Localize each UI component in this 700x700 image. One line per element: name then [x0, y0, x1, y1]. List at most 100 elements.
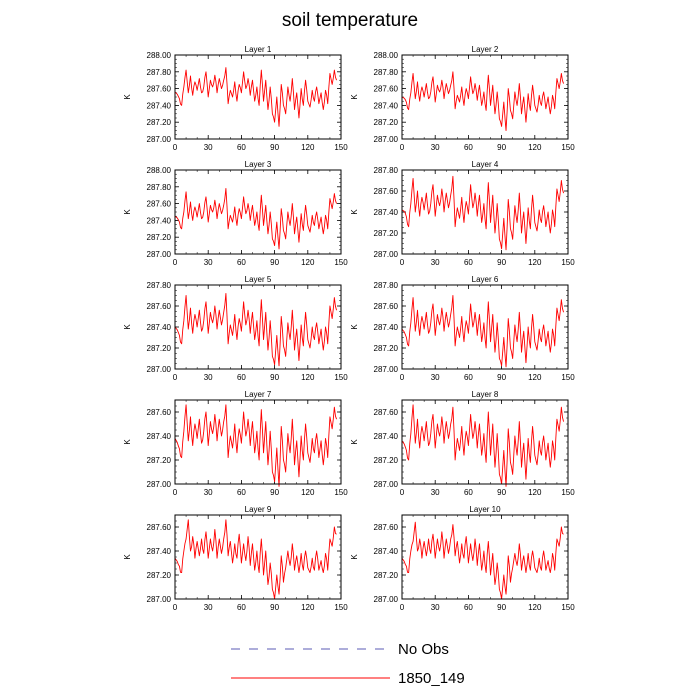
panel-title: Layer 1 [245, 45, 272, 54]
legend-label-2: 1850_149 [398, 670, 465, 687]
y-tick-label: 288.00 [147, 166, 172, 175]
x-tick-label: 0 [400, 373, 405, 382]
x-tick-label: 60 [464, 488, 473, 497]
plot-frame [174, 514, 342, 600]
plot-frame [401, 169, 569, 255]
y-tick-label: 287.20 [374, 229, 399, 238]
x-tick-label: 150 [561, 258, 575, 267]
x-tick-label: 120 [528, 488, 542, 497]
y-tick-label: 287.20 [147, 344, 172, 353]
x-tick-label: 120 [301, 373, 315, 382]
y-tick-label: 287.20 [147, 456, 172, 465]
x-tick-label: 0 [173, 488, 178, 497]
x-tick-label: 120 [301, 258, 315, 267]
x-tick-label: 90 [270, 373, 279, 382]
x-tick-label: 60 [464, 258, 473, 267]
panel-title: Layer 5 [245, 275, 272, 284]
y-tick-label: 288.00 [147, 51, 172, 60]
y-axis-label: K [350, 554, 359, 560]
y-tick-label: 287.00 [374, 250, 399, 259]
y-tick-label: 287.80 [374, 166, 399, 175]
y-tick-label: 287.40 [147, 216, 172, 225]
x-tick-label: 30 [431, 603, 440, 612]
y-tick-label: 287.40 [374, 547, 399, 556]
x-tick-label: 150 [334, 603, 348, 612]
y-tick-label: 287.60 [147, 302, 172, 311]
x-tick-label: 90 [270, 488, 279, 497]
panel-title: Layer 9 [245, 505, 272, 514]
series-line-1850-149 [174, 188, 337, 250]
series-line-1850-149 [174, 519, 337, 600]
y-tick-label: 287.20 [147, 571, 172, 580]
x-tick-label: 150 [561, 488, 575, 497]
panel-layer-7: Layer 7 K 287.00 287.20 287.40 287.60 0 30 60 90 1… [123, 390, 348, 497]
x-tick-label: 60 [464, 143, 473, 152]
x-tick-label: 150 [561, 143, 575, 152]
plot-frame [174, 284, 342, 370]
x-tick-label: 150 [561, 373, 575, 382]
x-tick-label: 30 [204, 488, 213, 497]
plot-frame [174, 399, 342, 485]
y-tick-label: 287.60 [374, 408, 399, 417]
y-axis-label: K [350, 94, 359, 100]
y-axis-label: K [123, 324, 132, 330]
y-tick-label: 288.00 [374, 51, 399, 60]
x-tick-label: 30 [431, 373, 440, 382]
x-tick-label: 60 [237, 143, 246, 152]
x-tick-label: 120 [301, 603, 315, 612]
plot-frame [401, 514, 569, 600]
x-tick-label: 60 [237, 373, 246, 382]
x-tick-label: 120 [528, 143, 542, 152]
legend-label-1: No Obs [398, 641, 449, 658]
panel-layer-4: Layer 4 K 287.00 287.20 287.40 287.60 287.80 0 3… [350, 160, 575, 267]
y-tick-label: 287.20 [374, 571, 399, 580]
y-axis-label: K [350, 439, 359, 445]
x-tick-label: 60 [464, 603, 473, 612]
y-tick-label: 287.60 [147, 85, 172, 94]
x-tick-label: 0 [173, 258, 178, 267]
panel-title: Layer 8 [472, 390, 499, 399]
plot-frame [174, 169, 342, 255]
x-tick-label: 90 [497, 143, 506, 152]
x-tick-label: 30 [204, 143, 213, 152]
x-tick-label: 150 [334, 143, 348, 152]
y-tick-label: 287.60 [374, 85, 399, 94]
y-axis-label: K [123, 439, 132, 445]
x-tick-label: 90 [497, 258, 506, 267]
y-tick-label: 287.00 [147, 135, 172, 144]
x-tick-label: 60 [237, 603, 246, 612]
panel-layer-1: Layer 1 K 287.00 287.20 287.40 287.60 287.80 28… [123, 45, 348, 152]
x-tick-label: 120 [528, 373, 542, 382]
chart-title: soil temperature [282, 10, 418, 31]
panel-layer-2: Layer 2 K 287.00 287.20 287.40 287.60 287.80 28… [350, 45, 575, 152]
panel-title: Layer 2 [472, 45, 499, 54]
x-tick-label: 90 [497, 603, 506, 612]
x-tick-label: 90 [270, 603, 279, 612]
x-tick-label: 120 [301, 143, 315, 152]
y-tick-label: 287.00 [147, 480, 172, 489]
panel-title: Layer 10 [469, 505, 501, 514]
y-tick-label: 287.80 [147, 183, 172, 192]
y-tick-label: 287.60 [147, 523, 172, 532]
panel-title: Layer 7 [245, 390, 272, 399]
x-tick-label: 120 [528, 603, 542, 612]
x-tick-label: 120 [528, 258, 542, 267]
x-tick-label: 150 [561, 603, 575, 612]
y-tick-label: 287.00 [147, 250, 172, 259]
y-tick-label: 287.20 [147, 118, 172, 127]
x-tick-label: 0 [400, 488, 405, 497]
x-tick-label: 90 [270, 143, 279, 152]
series-line-1850-149 [401, 295, 565, 368]
y-tick-label: 287.80 [374, 68, 399, 77]
x-tick-label: 30 [431, 143, 440, 152]
y-tick-label: 287.20 [374, 118, 399, 127]
x-tick-label: 150 [334, 258, 348, 267]
series-line-1850-149 [401, 521, 564, 600]
y-tick-label: 287.60 [374, 523, 399, 532]
y-tick-label: 287.40 [374, 208, 399, 217]
y-axis-label: K [123, 94, 132, 100]
y-tick-label: 287.00 [147, 365, 172, 374]
y-tick-label: 287.60 [147, 408, 172, 417]
y-axis-label: K [123, 209, 132, 215]
x-tick-label: 0 [400, 143, 405, 152]
